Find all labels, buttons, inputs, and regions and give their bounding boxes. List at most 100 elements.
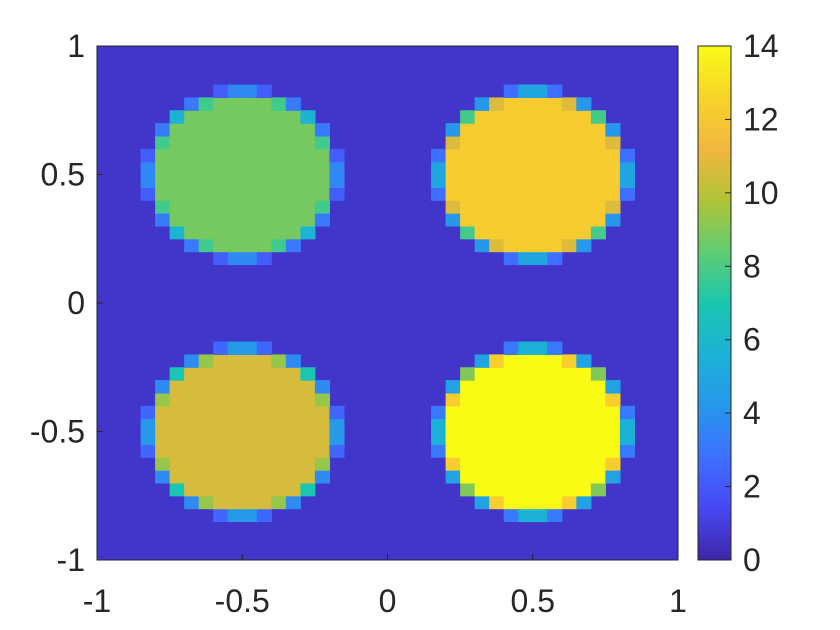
heatmap-cell	[547, 213, 563, 227]
heatmap-cell	[576, 213, 592, 227]
heatmap-cell	[314, 174, 330, 188]
heatmap-cell	[445, 392, 461, 407]
heatmap-cell	[256, 341, 272, 355]
heatmap-cell	[285, 161, 301, 176]
heatmap-cell	[227, 470, 243, 484]
heatmap-cell	[532, 148, 548, 163]
heatmap-cell	[460, 444, 476, 458]
colorbar-tick-label: 2	[743, 469, 761, 505]
heatmap-cell	[489, 161, 505, 176]
heatmap-cell	[431, 187, 447, 201]
heatmap-cell	[227, 84, 243, 98]
heatmap-cell	[169, 174, 185, 188]
heatmap-cell	[227, 418, 243, 433]
heatmap-cell	[547, 148, 563, 163]
heatmap-cell	[300, 187, 316, 201]
heatmap-cell	[242, 225, 258, 240]
heatmap-cell	[213, 174, 229, 188]
heatmap-cell	[169, 148, 185, 163]
heatmap-cell	[619, 148, 636, 163]
heatmap-cell	[256, 470, 272, 484]
heatmap-cell	[329, 148, 345, 163]
y-tick-label: 1	[67, 28, 85, 64]
heatmap-cell	[532, 161, 548, 176]
heatmap-cell	[184, 213, 200, 227]
heatmap-cell	[503, 84, 519, 98]
heatmap-cell	[460, 213, 476, 227]
heatmap-cell	[184, 392, 200, 407]
heatmap-cell	[547, 392, 563, 407]
heatmap-cell	[474, 135, 490, 150]
heatmap-cell	[547, 238, 563, 253]
heatmap-cell	[227, 380, 243, 394]
heatmap-cell	[285, 200, 301, 214]
heatmap-cell	[314, 457, 330, 471]
heatmap-cell	[271, 187, 287, 201]
heatmap-cell	[503, 418, 519, 433]
heatmap-cell	[561, 405, 577, 420]
heatmap-cell	[198, 97, 214, 111]
heatmap-cell	[213, 110, 229, 124]
heatmap-cell	[474, 213, 490, 227]
heatmap-cell	[605, 405, 621, 420]
heatmap-cell	[576, 418, 592, 433]
heatmap-cell	[227, 444, 243, 458]
heatmap-cell	[518, 418, 534, 433]
heatmap-cell	[227, 482, 243, 497]
heatmap-cell	[285, 457, 301, 471]
heatmap-cell	[474, 495, 490, 510]
heatmap-cell	[285, 470, 301, 484]
heatmap-cell	[474, 418, 490, 433]
heatmap-cell	[503, 354, 519, 368]
heatmap-cell	[155, 148, 171, 163]
heatmap-cell	[460, 161, 476, 176]
heatmap-cell	[605, 444, 621, 458]
heatmap-cell	[271, 392, 287, 407]
heatmap-cell	[489, 123, 505, 137]
heatmap-cell	[532, 225, 548, 240]
heatmap-cell	[547, 341, 563, 355]
heatmap-cell	[227, 341, 243, 355]
heatmap-cell	[489, 392, 505, 407]
heatmap-cell	[474, 238, 490, 253]
heatmap-cell	[169, 135, 185, 150]
heatmap-cell	[169, 225, 185, 240]
heatmap-cell	[329, 418, 345, 433]
heatmap-cell	[198, 495, 214, 510]
heatmap-cell	[213, 470, 229, 484]
heatmap-cell	[184, 405, 200, 420]
heatmap-cell	[256, 495, 272, 510]
heatmap-cell	[590, 418, 606, 433]
heatmap-cell	[155, 405, 171, 420]
colorbar-tick-label: 10	[743, 175, 779, 211]
heatmap-cell	[532, 341, 548, 355]
heatmap-cell	[547, 380, 563, 394]
heatmap-cell	[271, 97, 287, 111]
heatmap-cell	[605, 380, 621, 394]
heatmap-cell	[518, 238, 534, 253]
heatmap-cell	[532, 495, 548, 510]
heatmap-cell	[300, 457, 316, 471]
heatmap-cell	[590, 444, 606, 458]
heatmap-cell	[140, 187, 156, 201]
heatmap-cell	[489, 495, 505, 510]
heatmap-cell	[242, 97, 258, 111]
heatmap-cell	[518, 392, 534, 407]
heatmap-cell	[503, 213, 519, 227]
heatmap-cell	[300, 367, 316, 381]
heatmap-cell	[503, 148, 519, 163]
heatmap-cell	[503, 482, 519, 497]
heatmap-cell	[503, 135, 519, 150]
heatmap-cell	[314, 213, 330, 227]
heatmap-cell	[329, 444, 345, 458]
heatmap-cell	[445, 444, 461, 458]
heatmap-cell	[503, 470, 519, 484]
heatmap-cell	[503, 405, 519, 420]
heatmap-cell	[314, 380, 330, 394]
heatmap-cell	[576, 174, 592, 188]
heatmap-cell	[213, 225, 229, 240]
heatmap-cell	[198, 392, 214, 407]
heatmap-cell	[518, 367, 534, 381]
heatmap-cell	[547, 431, 563, 445]
heatmap-cell	[576, 97, 592, 111]
